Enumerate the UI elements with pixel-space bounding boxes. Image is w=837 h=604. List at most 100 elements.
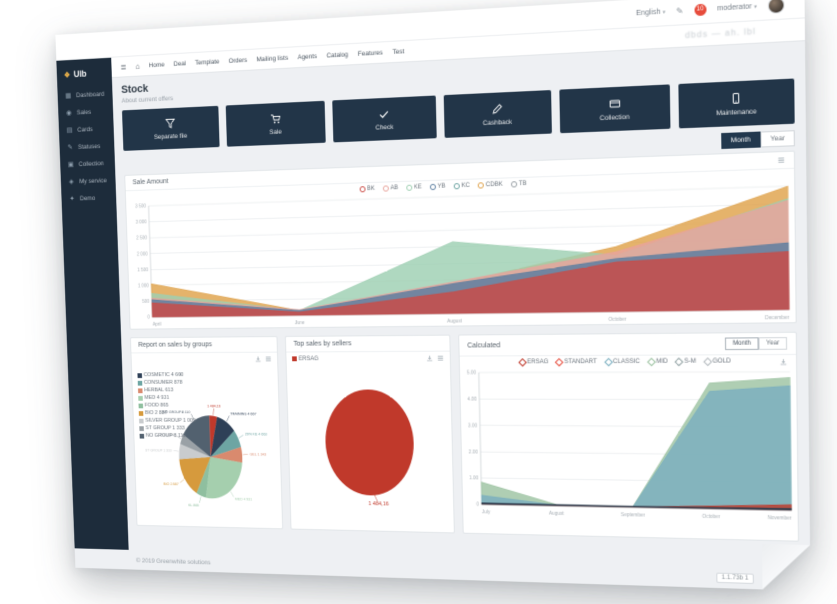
legend-label: SILVER GROUP 1 009 [145,417,196,424]
legend-item[interactable]: HERBAL 613 [138,387,195,393]
card-cashback[interactable]: Cashback [444,90,552,138]
nav-item-home[interactable]: Home [148,61,165,69]
year-button[interactable]: Year [760,130,795,147]
legend-item[interactable]: FOOD 865 [138,403,195,409]
sidebar-item-label: Dashboard [75,90,105,99]
panel-tools[interactable] [426,355,444,362]
panel-toolbar: ERSAG [286,352,450,366]
app-logo[interactable]: ❖ Ulb [57,64,113,88]
edit-icon[interactable]: ✎ [676,5,684,16]
card-separate-file[interactable]: Separate file [122,106,219,151]
legend-label: MID [656,358,668,365]
card-sale[interactable]: Sale [225,101,326,147]
notification-badge[interactable]: 10 [694,3,706,15]
legend-item[interactable]: MID [648,359,668,365]
menu-icon[interactable]: ≣ [120,62,127,72]
sidebar-item-demo[interactable]: ✦ Demo [61,189,116,208]
cards-icon: ▤ [66,127,73,135]
legend-item[interactable]: COSMETIC 4 660 [137,372,194,378]
legend-label: ERSAG [298,355,319,362]
legend-marker [430,184,436,190]
nav-item-mailing-lists[interactable]: Mailing lists [256,54,289,63]
legend-item[interactable]: BK [359,186,375,193]
legend-label: TB [518,180,527,188]
legend-label: BK [366,185,375,193]
panel-header: Top sales by sellers [286,336,450,353]
legend-item[interactable]: YB [430,184,446,191]
legend-marker [647,358,655,366]
x-tick-label: October [702,513,720,519]
nav-item-orders[interactable]: Orders [228,56,248,65]
legend-item[interactable]: BIO 2 887 [139,410,196,416]
month-button[interactable]: Month [725,337,758,350]
y-tick-label: 1 000 [138,283,149,289]
y-tick-label: 3 000 [136,219,147,225]
logo-text: Ulb [73,68,87,80]
pie-label: NO GROUP 8 110 [163,410,190,414]
home-icon[interactable]: ⌂ [135,61,140,71]
user-menu[interactable]: moderator ▾ [717,2,757,12]
legend-marker [140,433,145,438]
main-content: ≣ ⌂ Home Deal Template Orders Mailing li… [111,18,810,569]
card-collection[interactable]: Collection [559,84,671,133]
nav-item-test[interactable]: Test [392,47,405,56]
sales-area-chart: 0 500 1 000 1 500 2 000 2 500 3 000 3 500 April J… [126,182,796,329]
legend-item[interactable]: STANDART [557,359,597,365]
legend-label: CLASSIC [613,358,640,366]
legend-item[interactable]: NO GROUP 8 110 [140,433,197,439]
card-check[interactable]: Check [333,96,437,143]
tilted-dashboard-sheet: English ▾ ✎ 10 moderator ▾ dbds — ah. lbl … [55,0,810,591]
legend-item[interactable]: MED 4 931 [138,395,195,401]
legend-item[interactable]: S-M [676,359,696,365]
page-corner-fold [762,544,810,591]
nav-item-deal[interactable]: Deal [173,59,186,68]
legend-marker [511,181,517,187]
nav-item-features[interactable]: Features [357,48,383,58]
legend-label: CDBK [485,181,503,189]
sidebar-item-collection[interactable]: ▣ Collection [60,154,115,173]
y-tick-label: 3 500 [135,203,146,209]
sidebar-item-label: My service [79,177,107,185]
y-tick-label: 4.00 [467,396,477,401]
legend-item[interactable]: CLASSIC [605,359,640,365]
sidebar-item-statuses[interactable]: ✎ Statuses [59,137,114,156]
logo-icon: ❖ [63,70,71,80]
nav-item-agents[interactable]: Agents [297,52,318,61]
legend-item[interactable]: CDBK [478,182,503,189]
card-label: Check [375,123,394,132]
x-tick-label: August [549,510,565,516]
y-tick-label: 0 [476,502,479,507]
legend-label: HERBAL 613 [144,387,174,394]
month-button[interactable]: Month [721,132,761,149]
year-button[interactable]: Year [758,337,787,350]
sidebar-item-my-service[interactable]: ◈ My service [61,171,116,190]
panel-menu[interactable] [777,156,785,164]
nav-item-catalog[interactable]: Catalog [326,50,349,60]
avatar[interactable] [768,0,785,13]
pie-slice-no-group [183,415,211,457]
legend-marker [138,403,143,408]
legend-item[interactable]: ERSAG [519,359,548,365]
nav-item-template[interactable]: Template [194,58,220,67]
bottom-panels-row: Report on sales by groups COSMETIC 4 660… [130,332,799,542]
download-icon-button[interactable] [780,358,788,365]
legend-marker [138,396,143,401]
legend-item[interactable]: CONSUMER 878 [138,380,195,386]
panel-tools[interactable] [255,356,272,363]
language-selector[interactable]: English ▾ [636,8,665,17]
legend-item[interactable]: ERSAG [292,356,319,362]
service-icon: ◈ [68,178,74,186]
legend-item[interactable]: KC [453,183,469,190]
legend-item[interactable]: SILVER GROUP 1 009 [139,418,196,424]
legend-item[interactable]: AB [383,185,399,192]
legend-marker [137,373,142,378]
card-maintenance[interactable]: Maintenance [679,78,795,128]
y-tick-label: 0 [147,315,150,321]
legend-item[interactable]: KE [406,184,422,191]
sellers-pie-chart: 1 484,16 [296,378,444,527]
pencil-icon [491,102,503,115]
legend-item[interactable]: ST GROUP 1 333 [139,425,196,431]
legend-item[interactable]: TB [511,181,527,188]
legend-item[interactable]: GOLD [705,358,731,364]
x-tick-label: August [447,318,463,325]
